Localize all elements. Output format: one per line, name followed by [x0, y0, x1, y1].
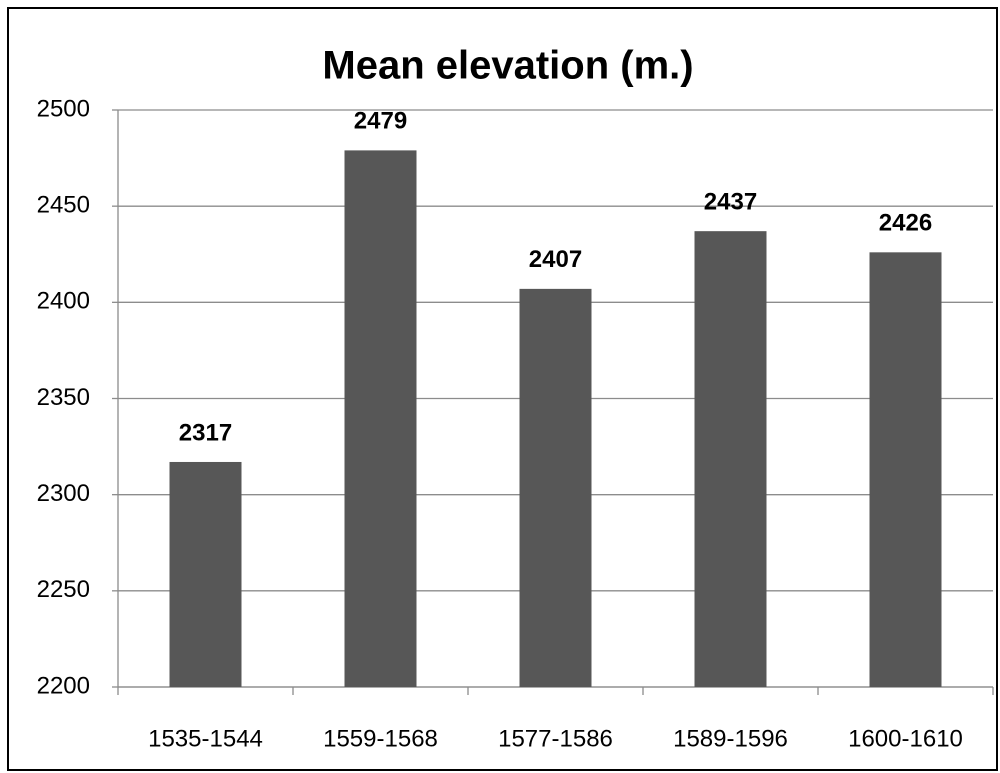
x-tick-label: 1577-1586 [498, 725, 613, 752]
y-tick-label: 2400 [37, 288, 90, 315]
x-tick-label: 1559-1568 [323, 725, 438, 752]
y-tick-label: 2500 [37, 95, 90, 122]
data-label: 2479 [354, 108, 407, 135]
y-tick-label: 2450 [37, 192, 90, 219]
bar [169, 461, 242, 687]
y-tick-label: 2200 [37, 672, 90, 699]
y-tick-label: 2350 [37, 384, 90, 411]
chart-title: Mean elevation (m.) [322, 44, 693, 88]
data-label: 2426 [879, 210, 932, 237]
y-tick-label: 2250 [37, 576, 90, 603]
data-label: 2437 [704, 189, 757, 216]
bar [694, 231, 767, 688]
bar [519, 288, 592, 687]
x-tick-label: 1589-1596 [673, 725, 788, 752]
data-label: 2407 [529, 246, 582, 273]
bar [869, 252, 942, 687]
y-tick-label: 2300 [37, 480, 90, 507]
bar [344, 150, 417, 687]
x-tick-label: 1535-1544 [148, 725, 263, 752]
data-label: 2317 [179, 419, 232, 446]
x-tick-label: 1600-1610 [848, 725, 963, 752]
chart-border [7, 7, 998, 771]
